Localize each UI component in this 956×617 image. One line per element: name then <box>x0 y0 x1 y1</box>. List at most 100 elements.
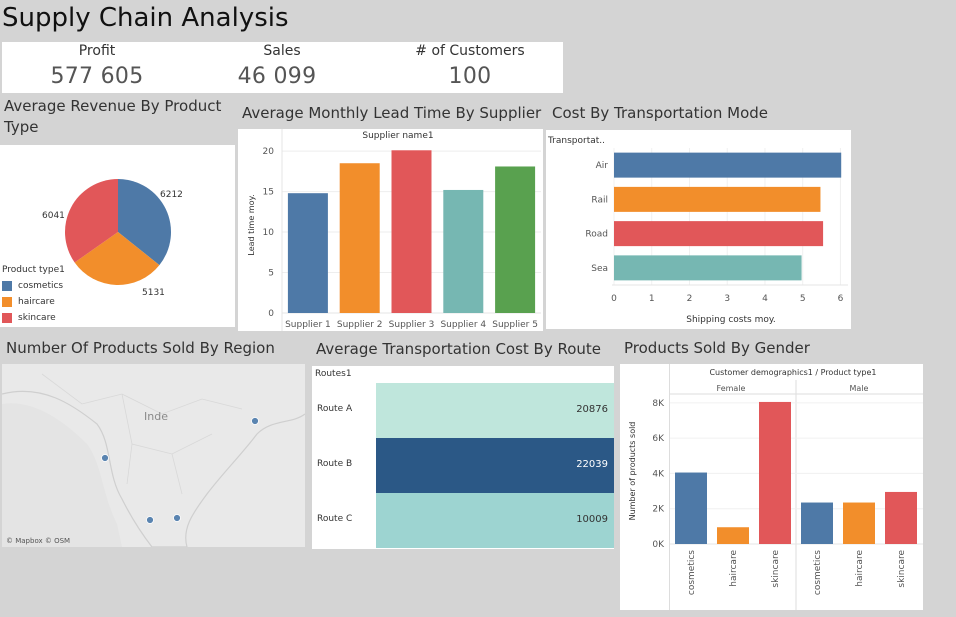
route-cell-a: 20876 <box>376 383 614 438</box>
lead-bar-2 <box>339 163 380 313</box>
route-value-c: 10009 <box>576 514 608 525</box>
gender-category-label: cosmetics <box>813 550 823 595</box>
route-label-a: Route A <box>317 404 353 414</box>
transport-category-label: Rail <box>591 195 608 205</box>
legend-swatch-skincare <box>2 312 12 323</box>
transport-x-tick: 1 <box>649 294 655 304</box>
gender-bar-male-cosmetics <box>801 502 833 544</box>
gender-chart: Customer demographics1 / Product type1 F… <box>628 364 923 610</box>
kpi-value-customers: 100 <box>448 64 492 89</box>
route-row-a[interactable]: Route A 20876 <box>312 383 614 438</box>
pie-legend-item-haircare[interactable]: haircare <box>2 295 55 309</box>
transport-bar-road <box>614 221 824 247</box>
route-value-b: 22039 <box>576 459 608 470</box>
pie-slice-skincare <box>64 179 118 263</box>
lead-y-tick: 0 <box>268 309 274 319</box>
gender-group-female: Female <box>717 384 746 393</box>
pie-label-haircare: 5131 <box>142 288 165 298</box>
transport-category-label: Sea <box>591 264 608 274</box>
pie-label-skincare: 6041 <box>42 211 65 221</box>
map-point-east <box>251 417 259 425</box>
route-cell-c: 10009 <box>376 493 614 548</box>
legend-swatch-haircare <box>2 296 12 307</box>
region-map-panel[interactable]: Inde © Mapbox © OSM <box>1 364 306 548</box>
pie-panel-title: Average Revenue By Product Type <box>4 97 222 136</box>
pie-slice-cosmetics <box>118 179 171 266</box>
lead-panel: Supplier name1 Lead time moy. 0 5 10 15 20 S… <box>238 129 543 331</box>
kpi-panel: Profit 577 605 Sales 46 099 # of Custome… <box>2 42 563 93</box>
gender-bar-male-skincare <box>885 491 917 544</box>
transport-bar-rail <box>614 186 821 212</box>
pie-legend-title: Product type1 <box>2 265 65 275</box>
route-row-c[interactable]: Route C 10009 <box>312 493 614 548</box>
gender-group-male: Male <box>850 384 869 393</box>
pie-legend-item-cosmetics[interactable]: cosmetics <box>2 279 63 293</box>
transport-x-axis-label: Shipping costs moy. <box>686 315 776 325</box>
gender-category-label: haircare <box>729 550 739 587</box>
lead-category-label: Supplier 3 <box>389 320 435 330</box>
transport-panel: Transportat.. Air Rail Road Sea 0 1 2 3 4 5 6 Shi… <box>546 130 851 329</box>
lead-category-label: Supplier 5 <box>492 320 538 330</box>
gender-category-label: skincare <box>897 550 907 588</box>
gender-bar-female-cosmetics <box>675 472 707 544</box>
kpi-value-sales: 46 099 <box>237 64 317 89</box>
gender-y-tick: 4K <box>652 469 665 479</box>
region-map[interactable]: Inde © Mapbox © OSM <box>1 364 306 548</box>
route-panel: Routes1 Route A 20876 Route B 22039 Rout… <box>312 366 614 549</box>
legend-label-haircare: haircare <box>18 297 55 307</box>
map-coastline <box>1 390 306 548</box>
lead-chart-title: Supplier name1 <box>362 131 433 141</box>
kpi-label-customers: # of Customers <box>415 43 525 59</box>
transport-x-tick: 3 <box>724 294 730 304</box>
lead-bar-4 <box>443 189 484 313</box>
route-row-b[interactable]: Route B 22039 <box>312 438 614 493</box>
gender-category-label: skincare <box>771 550 781 588</box>
lead-category-label: Supplier 2 <box>337 320 383 330</box>
route-value-a: 20876 <box>576 404 608 415</box>
gender-panel-title: Products Sold By Gender <box>624 339 810 357</box>
lead-category-label: Supplier 4 <box>440 320 486 330</box>
gender-y-axis-label: Number of products sold <box>628 422 637 521</box>
map-attribution: © Mapbox © OSM <box>6 537 70 545</box>
kpi-label-profit: Profit <box>78 43 116 59</box>
gender-category-label: cosmetics <box>687 550 697 595</box>
lead-time-chart: Supplier name1 Lead time moy. 0 5 10 15 20 S… <box>247 129 541 331</box>
transport-category-label: Road <box>585 230 608 240</box>
transport-panel-title: Cost By Transportation Mode <box>552 104 768 122</box>
map-point-south-2 <box>173 514 181 522</box>
transport-x-tick: 0 <box>611 294 617 304</box>
lead-bar-1 <box>287 193 328 313</box>
gender-chart-title: Customer demographics1 / Product type1 <box>709 368 876 377</box>
kpi-value-profit: 577 605 <box>50 64 144 89</box>
map-point-south-1 <box>146 516 154 524</box>
route-label-c: Route C <box>317 514 353 524</box>
route-panel-title: Average Transportation Cost By Route <box>316 340 602 358</box>
pie-chart: 6212 5131 6041 <box>42 179 183 298</box>
pie-legend-item-skincare[interactable]: skincare <box>2 311 56 325</box>
route-label-b: Route B <box>317 459 353 469</box>
map-region-lines <box>41 373 243 495</box>
gender-bar-female-haircare <box>717 527 749 544</box>
gender-y-tick: 2K <box>652 505 665 515</box>
map-country-label: Inde <box>144 410 168 423</box>
gender-bar-male-haircare <box>843 502 875 544</box>
gender-y-tick: 0K <box>652 540 665 550</box>
transport-bar-air <box>614 152 842 178</box>
gender-panel: Customer demographics1 / Product type1 F… <box>620 364 923 610</box>
transport-x-tick: 6 <box>838 294 844 304</box>
legend-label-skincare: skincare <box>18 313 56 323</box>
lead-y-tick: 15 <box>263 188 274 198</box>
legend-swatch-cosmetics <box>2 280 12 291</box>
transport-bar-sea <box>614 255 802 281</box>
transport-x-tick: 4 <box>762 294 768 304</box>
gender-y-tick: 8K <box>652 399 665 409</box>
gender-category-label: haircare <box>855 550 865 587</box>
route-table-header: Routes1 <box>315 369 352 379</box>
lead-category-label: Supplier 1 <box>285 320 331 330</box>
lead-y-tick: 20 <box>263 147 275 157</box>
transport-x-tick: 5 <box>800 294 806 304</box>
route-cell-b: 22039 <box>376 438 614 493</box>
map-point-west <box>101 454 109 462</box>
lead-y-tick: 5 <box>268 269 274 279</box>
legend-label-cosmetics: cosmetics <box>18 281 64 291</box>
